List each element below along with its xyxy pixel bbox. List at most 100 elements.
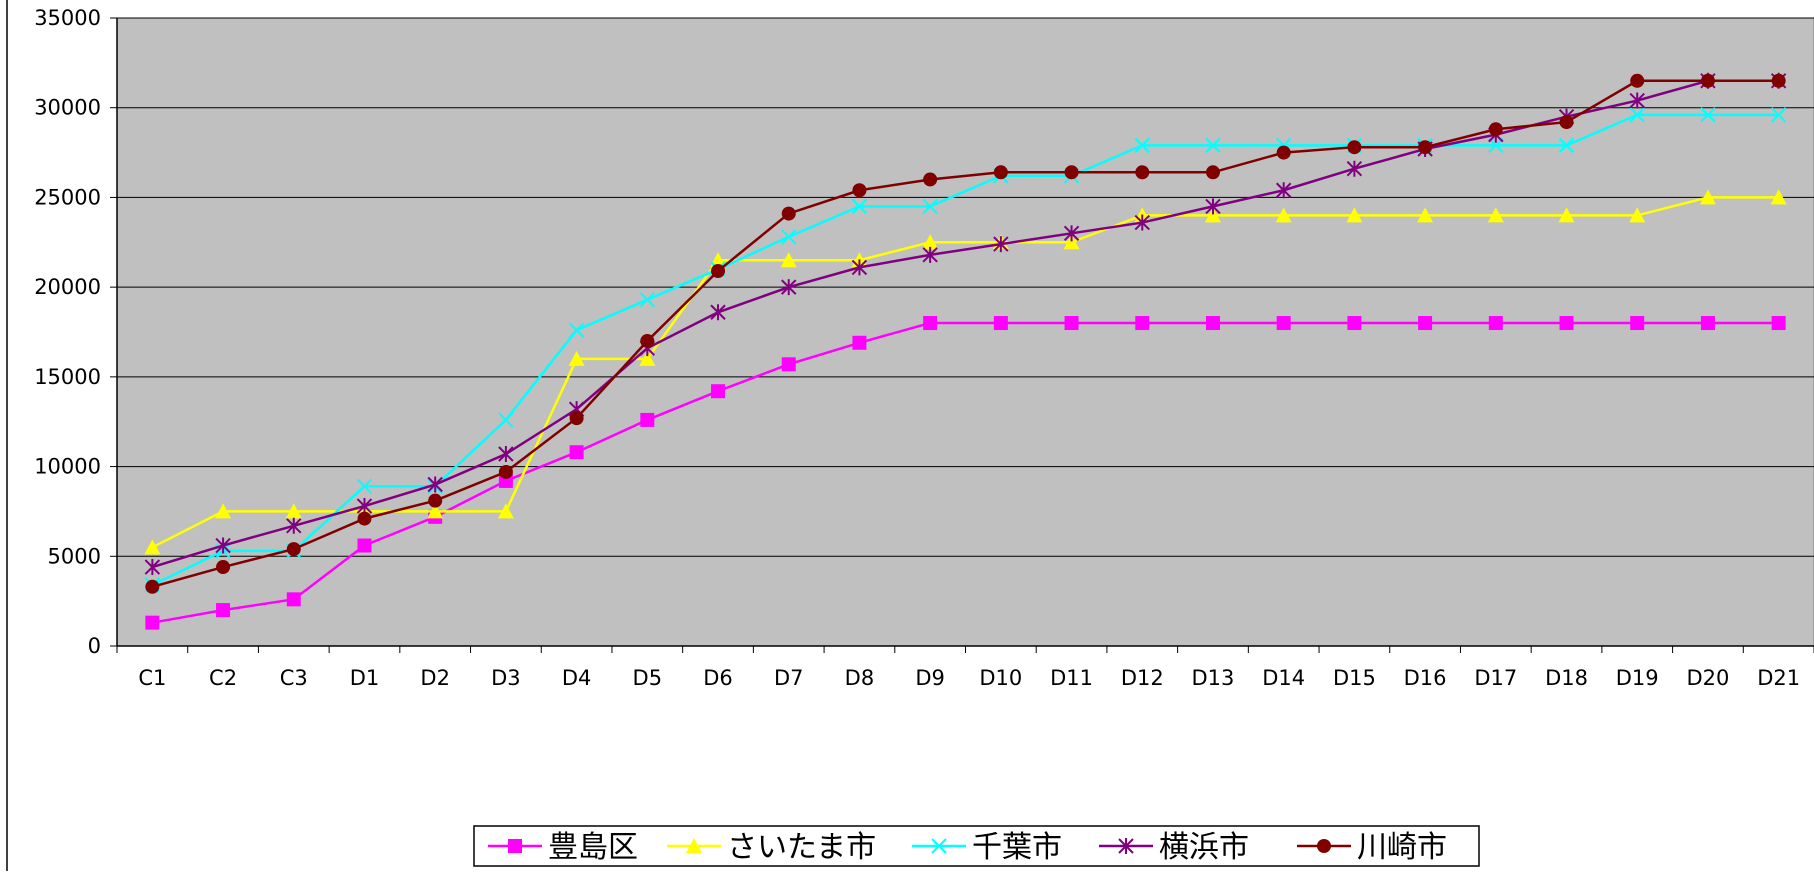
legend-item-5: 川崎市: [1297, 830, 1447, 865]
data-point: [1487, 207, 1504, 223]
x-tick-label: D21: [1757, 666, 1800, 690]
data-point: [1700, 107, 1716, 123]
data-point: [427, 476, 443, 493]
data-point: [569, 445, 584, 460]
data-point: [286, 592, 301, 607]
data-point: [1347, 140, 1362, 155]
y-tick-label: 30000: [34, 96, 101, 120]
x-tick-label: C3: [280, 666, 308, 690]
data-point: [216, 603, 231, 618]
data-point: [923, 316, 938, 331]
x-tick-label: D9: [915, 666, 945, 690]
data-point: [711, 263, 726, 278]
data-point: [1346, 160, 1363, 177]
x-tick-label: D1: [350, 666, 380, 690]
y-tick-label: 0: [88, 634, 101, 658]
legend-label: 豊島区: [548, 830, 638, 865]
data-point: [1629, 207, 1646, 223]
data-point: [428, 493, 443, 508]
data-point: [1559, 316, 1574, 331]
data-point: [1205, 165, 1220, 180]
data-point: [427, 503, 444, 519]
data-point: [1771, 73, 1786, 88]
data-point: [1629, 107, 1645, 123]
data-point: [1630, 316, 1645, 331]
x-tick-label: D19: [1616, 666, 1659, 690]
data-point: [1276, 316, 1291, 331]
data-point: [568, 350, 585, 366]
data-point: [1418, 140, 1433, 155]
data-point: [711, 384, 726, 399]
legend-marker: [1118, 838, 1134, 854]
data-point: [851, 198, 868, 215]
data-point: [852, 335, 867, 350]
y-tick-label: 25000: [34, 185, 101, 209]
data-point: [144, 559, 161, 576]
data-point: [1488, 122, 1503, 137]
y-tick-label: 15000: [34, 365, 101, 389]
data-point: [498, 412, 514, 428]
data-point: [922, 234, 939, 250]
data-point: [1134, 214, 1150, 231]
data-point: [1135, 316, 1150, 331]
data-point: [1629, 92, 1645, 109]
y-tick-label: 20000: [34, 275, 101, 299]
data-point: [993, 165, 1008, 180]
data-point: [216, 560, 231, 575]
x-tick-label: D6: [703, 666, 733, 690]
data-point: [710, 304, 726, 321]
data-point: [1205, 198, 1221, 215]
data-point: [1418, 316, 1433, 331]
x-tick-label: D16: [1404, 666, 1447, 690]
data-point: [1558, 207, 1575, 223]
data-point: [357, 511, 372, 526]
x-tick-label: D7: [774, 666, 804, 690]
legend-marker: [1317, 839, 1331, 853]
data-point: [1700, 316, 1715, 331]
data-point: [1205, 137, 1221, 154]
data-point: [1276, 145, 1291, 160]
data-point: [781, 279, 797, 296]
data-point: [356, 478, 373, 495]
data-point: [1559, 115, 1574, 130]
legend-marker: [686, 838, 702, 853]
y-tick-label: 5000: [48, 544, 101, 568]
data-point: [1205, 316, 1220, 331]
series-line: [151, 79, 1779, 569]
series-5: [145, 73, 1786, 594]
data-point: [639, 291, 656, 308]
data-point: [922, 246, 938, 263]
data-point: [923, 172, 938, 187]
x-tick-label: D5: [633, 666, 663, 690]
data-point: [1064, 165, 1079, 180]
data-point: [145, 579, 160, 594]
data-point: [1346, 207, 1363, 223]
legend-item-1: 豊島区: [488, 830, 638, 865]
series-line: [151, 113, 1779, 587]
plot-area: [116, 17, 1814, 647]
legend-label: さいたま市: [727, 830, 876, 865]
data-point: [1488, 137, 1504, 154]
data-point: [1699, 189, 1716, 205]
data-point: [1700, 73, 1715, 88]
data-point: [356, 498, 373, 515]
data-point: [922, 198, 938, 215]
data-point: [1488, 316, 1503, 331]
data-point: [993, 316, 1008, 331]
data-point: [781, 206, 796, 221]
x-tick-label: D15: [1333, 666, 1376, 690]
data-point: [710, 252, 727, 268]
legend-item-4: 横浜市: [1099, 830, 1249, 865]
y-tick-label: 10000: [34, 455, 101, 479]
data-point: [144, 539, 161, 555]
data-point: [497, 503, 514, 519]
x-tick-label: D10: [979, 666, 1022, 690]
x-tick-label: D11: [1050, 666, 1093, 690]
x-tick-label: C2: [209, 666, 237, 690]
legend-marker: [508, 839, 522, 853]
data-point: [1135, 165, 1150, 180]
legend-label: 横浜市: [1159, 830, 1249, 865]
data-point: [1558, 137, 1575, 154]
data-point: [1347, 316, 1362, 331]
